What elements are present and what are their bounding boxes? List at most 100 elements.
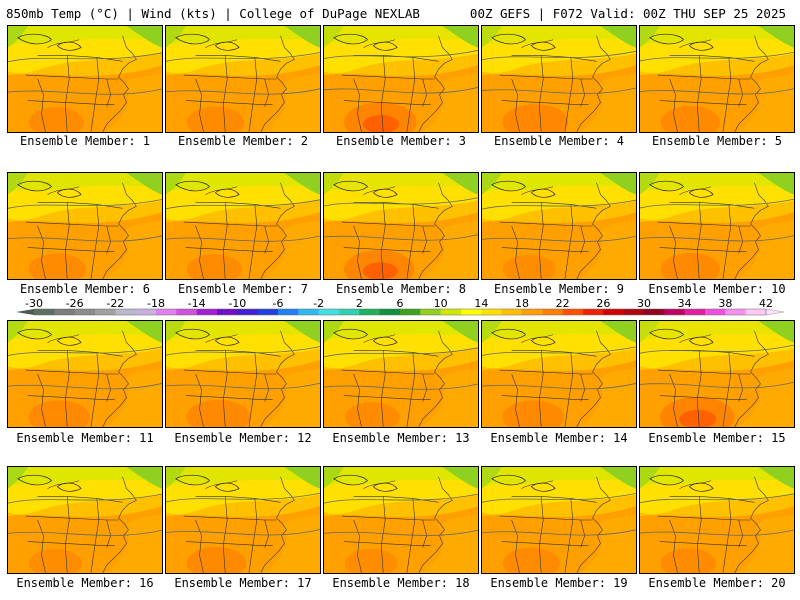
colorbar-tick-label: -10 bbox=[228, 297, 246, 310]
ensemble-member-label: Ensemble Member: 7 bbox=[177, 282, 309, 296]
colorbar-segment bbox=[623, 309, 645, 315]
ensemble-member-label: Ensemble Member: 20 bbox=[648, 576, 786, 590]
temperature-map bbox=[482, 467, 636, 573]
colorbar-tick-label: -22 bbox=[106, 297, 124, 310]
temperature-map bbox=[482, 26, 636, 132]
ensemble-member-label: Ensemble Member: 19 bbox=[490, 576, 628, 590]
ensemble-map-panel bbox=[481, 25, 637, 133]
colorbar-segment bbox=[257, 309, 279, 315]
colorbar-tick-label: 14 bbox=[474, 297, 488, 310]
ensemble-member-label: Ensemble Member: 16 bbox=[16, 576, 154, 590]
colorbar-segment bbox=[298, 309, 320, 315]
colorbar-tick-label: 30 bbox=[637, 297, 651, 310]
colorbar-tick-label: 26 bbox=[596, 297, 610, 310]
colorbar-segment bbox=[481, 309, 503, 315]
temperature-map bbox=[166, 26, 320, 132]
colorbar-tick-label: 42 bbox=[759, 297, 773, 310]
colorbar-segment bbox=[217, 309, 238, 315]
colorbar-tick-label: 38 bbox=[718, 297, 732, 310]
ensemble-map-panel bbox=[639, 25, 795, 133]
ensemble-map-panel bbox=[639, 320, 795, 428]
ensemble-member-label: Ensemble Member: 13 bbox=[332, 431, 470, 445]
temperature-map bbox=[166, 467, 320, 573]
colorbar-segment bbox=[156, 309, 177, 315]
ensemble-member-label: Ensemble Member: 4 bbox=[493, 134, 625, 148]
ensemble-map-panel bbox=[323, 466, 479, 574]
ensemble-map-panel bbox=[7, 320, 163, 428]
ensemble-map-panel bbox=[165, 172, 321, 280]
colorbar-segment bbox=[400, 309, 421, 315]
colorbar-segment bbox=[359, 309, 381, 315]
temperature-map bbox=[166, 173, 320, 279]
colorbar-segment bbox=[339, 309, 360, 315]
colorbar-segment bbox=[318, 309, 340, 315]
temperature-map bbox=[640, 26, 794, 132]
ensemble-member-label: Ensemble Member: 9 bbox=[493, 282, 625, 296]
ensemble-member-label: Ensemble Member: 6 bbox=[19, 282, 151, 296]
ensemble-member-label: Ensemble Member: 17 bbox=[174, 576, 312, 590]
colorbar-segment bbox=[34, 309, 55, 315]
ensemble-member-label: Ensemble Member: 2 bbox=[177, 134, 309, 148]
ensemble-member-label: Ensemble Member: 1 bbox=[19, 134, 151, 148]
colorbar-segment bbox=[583, 309, 604, 315]
temperature-map bbox=[166, 321, 320, 427]
colorbar-tick-label: 6 bbox=[397, 297, 404, 310]
ensemble-member-label: Ensemble Member: 12 bbox=[174, 431, 312, 445]
colorbar-segment bbox=[115, 309, 137, 315]
ensemble-member-label: Ensemble Member: 11 bbox=[16, 431, 154, 445]
colorbar-segment bbox=[603, 309, 625, 315]
colorbar-segment bbox=[278, 309, 299, 315]
temperature-map bbox=[8, 173, 162, 279]
ensemble-map-panel bbox=[481, 466, 637, 574]
colorbar-tick-label: 22 bbox=[556, 297, 570, 310]
ensemble-map-panel bbox=[165, 466, 321, 574]
temperature-colorbar: -30 -26 -22 -18 -14 -10 -6 -2 2 6 10 14 18 22 26 30 34 38… bbox=[0, 297, 800, 321]
temperature-map bbox=[324, 26, 478, 132]
chart-header-left: 850mb Temp (°C) | Wind (kts) | College o… bbox=[6, 6, 420, 21]
colorbar-segment bbox=[705, 309, 726, 315]
colorbar-segment bbox=[440, 309, 462, 315]
ensemble-map-panel bbox=[481, 320, 637, 428]
colorbar-segment bbox=[237, 309, 259, 315]
temperature-map bbox=[482, 173, 636, 279]
ensemble-member-label: Ensemble Member: 5 bbox=[651, 134, 783, 148]
colorbar-segment bbox=[54, 309, 76, 315]
colorbar-segment bbox=[522, 309, 543, 315]
temperature-map bbox=[482, 321, 636, 427]
colorbar-segment bbox=[196, 309, 218, 315]
colorbar-segment bbox=[745, 309, 767, 315]
colorbar-segment bbox=[74, 309, 96, 315]
ensemble-member-label: Ensemble Member: 15 bbox=[648, 431, 786, 445]
colorbar-segment bbox=[379, 309, 401, 315]
colorbar-segment bbox=[461, 309, 482, 315]
colorbar-tick-label: -14 bbox=[188, 297, 206, 310]
colorbar-tick-label: -30 bbox=[25, 297, 43, 310]
colorbar-segment bbox=[664, 309, 686, 315]
colorbar-segment bbox=[562, 309, 584, 315]
colorbar-segment bbox=[725, 309, 747, 315]
temperature-map bbox=[8, 467, 162, 573]
ensemble-map-panel bbox=[323, 25, 479, 133]
colorbar-tick-label: 2 bbox=[356, 297, 363, 310]
colorbar-tick-label: -26 bbox=[66, 297, 84, 310]
colorbar-tick-label: -18 bbox=[147, 297, 165, 310]
temperature-map bbox=[324, 173, 478, 279]
ensemble-map-panel bbox=[323, 172, 479, 280]
colorbar-tick-label: 18 bbox=[515, 297, 529, 310]
ensemble-member-label: Ensemble Member: 18 bbox=[332, 576, 470, 590]
ensemble-member-label: Ensemble Member: 14 bbox=[490, 431, 628, 445]
colorbar-outline bbox=[33, 308, 767, 316]
colorbar-tick-label: -2 bbox=[313, 297, 324, 310]
ensemble-map-panel bbox=[481, 172, 637, 280]
ensemble-map-panel bbox=[323, 320, 479, 428]
ensemble-map-panel bbox=[639, 466, 795, 574]
colorbar-left-arrow bbox=[16, 309, 34, 315]
ensemble-map-panel bbox=[165, 25, 321, 133]
colorbar-segment bbox=[684, 309, 706, 315]
temperature-map bbox=[8, 26, 162, 132]
ensemble-map-panel bbox=[639, 172, 795, 280]
colorbar-tick-label: -6 bbox=[273, 297, 284, 310]
ensemble-map-panel bbox=[7, 466, 163, 574]
ensemble-map-panel bbox=[165, 320, 321, 428]
colorbar-segment bbox=[176, 309, 198, 315]
